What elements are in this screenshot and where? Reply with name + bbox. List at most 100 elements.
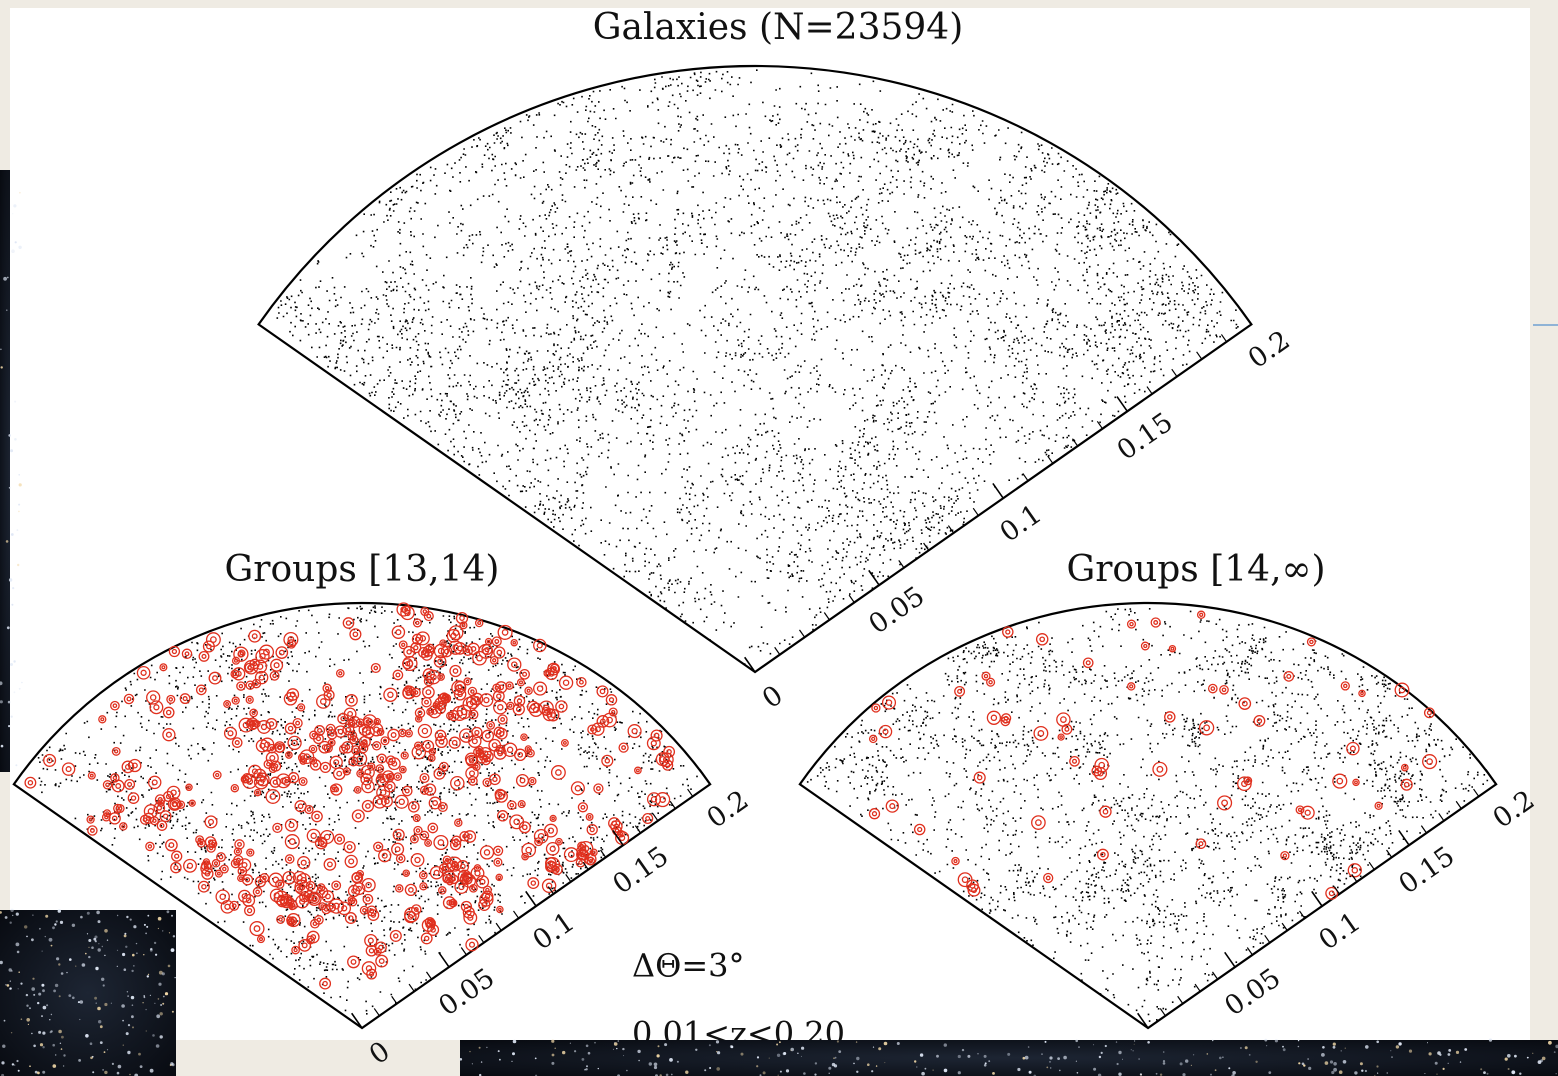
star xyxy=(72,997,75,1000)
star xyxy=(142,1002,143,1003)
star xyxy=(131,1015,134,1018)
star xyxy=(584,1069,586,1071)
star xyxy=(1134,1040,1135,1041)
star xyxy=(1046,1067,1048,1069)
wedge-title: Galaxies (N=23594) xyxy=(593,7,964,48)
star xyxy=(8,725,10,727)
star xyxy=(1511,1070,1515,1074)
star-image xyxy=(0,910,176,1076)
star xyxy=(24,925,27,928)
star xyxy=(10,909,13,912)
star xyxy=(156,1044,160,1048)
star xyxy=(21,1018,23,1020)
star xyxy=(1075,1040,1078,1043)
star xyxy=(731,1046,734,1049)
star xyxy=(623,1055,624,1056)
star xyxy=(814,1074,816,1076)
star xyxy=(1185,1059,1188,1062)
star xyxy=(102,946,103,947)
star xyxy=(512,1052,515,1055)
star xyxy=(39,928,41,930)
star xyxy=(992,1072,995,1075)
star xyxy=(51,945,53,947)
star xyxy=(12,1063,14,1065)
star xyxy=(144,924,146,926)
star xyxy=(10,449,13,452)
star xyxy=(704,1069,706,1071)
star xyxy=(791,1050,792,1051)
star xyxy=(136,952,138,954)
star xyxy=(717,1051,720,1054)
star xyxy=(1345,1048,1346,1049)
star xyxy=(42,1032,45,1035)
star xyxy=(124,933,126,935)
wedge-title: Groups [13,14) xyxy=(225,549,500,590)
star xyxy=(803,1072,806,1075)
star xyxy=(40,1043,43,1046)
star xyxy=(154,1003,155,1004)
star xyxy=(977,1053,978,1054)
star xyxy=(160,1004,162,1006)
star xyxy=(984,1064,987,1067)
star xyxy=(1140,1073,1142,1075)
star xyxy=(1322,1046,1325,1049)
star xyxy=(126,1032,129,1035)
star xyxy=(985,1062,987,1064)
star xyxy=(876,1065,877,1066)
star xyxy=(1266,1045,1267,1046)
star xyxy=(1180,1062,1183,1065)
star xyxy=(1133,1050,1134,1051)
star xyxy=(4,1020,6,1022)
star xyxy=(37,1072,40,1075)
star xyxy=(958,1071,961,1074)
star xyxy=(13,204,16,207)
star xyxy=(160,1012,163,1015)
star xyxy=(9,487,11,489)
star xyxy=(167,910,170,913)
star xyxy=(837,1040,839,1042)
star xyxy=(588,1052,591,1055)
star xyxy=(80,916,83,919)
star xyxy=(143,954,144,955)
star xyxy=(18,246,21,249)
star xyxy=(984,1055,987,1058)
star xyxy=(160,1035,163,1038)
star xyxy=(1207,1053,1209,1055)
star xyxy=(1249,1054,1251,1056)
star xyxy=(12,213,13,214)
star xyxy=(1268,1071,1271,1074)
star xyxy=(671,1074,673,1076)
star xyxy=(41,984,44,987)
star xyxy=(0,349,2,351)
star xyxy=(129,1074,131,1076)
star xyxy=(1029,1071,1032,1074)
star xyxy=(1460,1061,1461,1062)
star xyxy=(104,1003,107,1006)
star xyxy=(19,688,21,690)
star xyxy=(136,943,137,944)
star xyxy=(856,1057,859,1060)
star xyxy=(1298,1040,1299,1041)
star xyxy=(88,956,90,958)
star xyxy=(1424,1073,1425,1074)
star xyxy=(32,915,33,916)
star xyxy=(1365,1070,1367,1072)
star xyxy=(156,1014,160,1018)
star xyxy=(944,1069,948,1073)
star xyxy=(586,1045,589,1048)
star xyxy=(1078,1046,1079,1047)
star xyxy=(155,954,157,956)
star xyxy=(98,920,101,923)
star xyxy=(1063,1056,1067,1060)
star xyxy=(107,1049,108,1050)
star xyxy=(1365,1045,1369,1049)
star xyxy=(1105,1045,1107,1047)
star xyxy=(786,1069,789,1072)
star xyxy=(1101,1052,1103,1054)
star xyxy=(654,1063,658,1067)
star xyxy=(68,994,71,997)
star xyxy=(829,1073,830,1074)
star xyxy=(936,1055,939,1058)
star xyxy=(121,1004,125,1008)
star xyxy=(1376,1041,1379,1044)
